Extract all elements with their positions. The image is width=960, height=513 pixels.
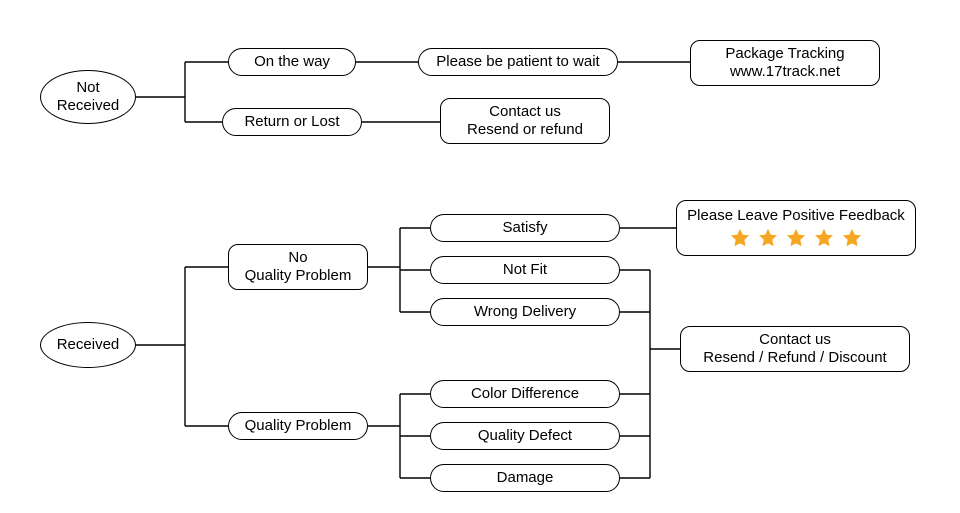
node-label: Damage [497,469,554,487]
star-icon [841,227,863,249]
node-feedback: Please Leave Positive Feedback [676,200,916,256]
node-label: Return or Lost [244,113,339,131]
node-label: Not Fit [503,261,547,279]
node-label: Received [57,97,120,115]
node-received: Received [40,322,136,368]
node-satisfy: Satisfy [430,214,620,242]
node-label: Quality Problem [245,267,352,285]
node-tracking: Package Trackingwww.17track.net [690,40,880,86]
node-contact1: Contact usResend or refund [440,98,610,144]
node-not-received: NotReceived [40,70,136,124]
node-label: Satisfy [502,219,547,237]
node-label: Quality Problem [245,417,352,435]
node-label: Contact us [759,331,831,349]
node-color-diff: Color Difference [430,380,620,408]
star-row [729,227,863,249]
flowchart-canvas: NotReceivedOn the wayReturn or LostPleas… [0,0,960,513]
node-label: Wrong Delivery [474,303,576,321]
node-label: Not [76,79,99,97]
node-no-quality: NoQuality Problem [228,244,368,290]
node-quality: Quality Problem [228,412,368,440]
star-icon [729,227,751,249]
star-icon [813,227,835,249]
node-return-lost: Return or Lost [222,108,362,136]
node-label: No [288,249,307,267]
node-label: Received [57,336,120,354]
node-wrong-delivery: Wrong Delivery [430,298,620,326]
star-icon [785,227,807,249]
node-label: Please Leave Positive Feedback [687,207,905,225]
node-quality-defect: Quality Defect [430,422,620,450]
node-on-the-way: On the way [228,48,356,76]
node-damage: Damage [430,464,620,492]
node-label: Resend or refund [467,121,583,139]
node-label: Please be patient to wait [436,53,599,71]
node-label: www.17track.net [730,63,840,81]
node-not-fit: Not Fit [430,256,620,284]
node-label: On the way [254,53,330,71]
node-label: Color Difference [471,385,579,403]
node-label: Resend / Refund / Discount [703,349,886,367]
star-icon [757,227,779,249]
node-label: Quality Defect [478,427,572,445]
node-label: Contact us [489,103,561,121]
node-patient: Please be patient to wait [418,48,618,76]
node-contact2: Contact usResend / Refund / Discount [680,326,910,372]
node-label: Package Tracking [725,45,844,63]
